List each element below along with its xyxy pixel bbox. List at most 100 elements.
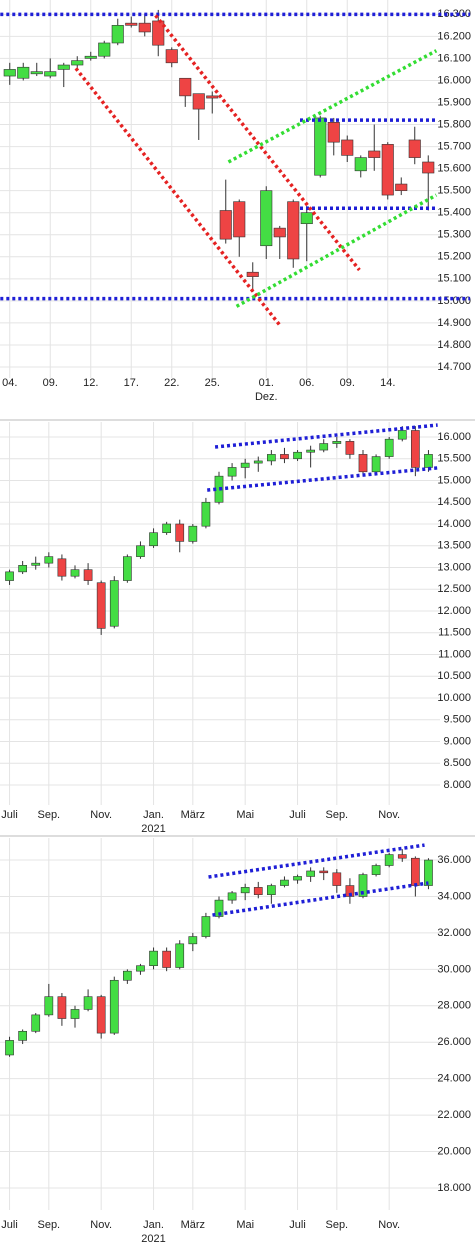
candle-body <box>83 569 93 581</box>
x-tick-label: 09. <box>43 377 58 389</box>
x-tick-label: Juli <box>1 809 18 821</box>
y-tick-label: 16.000 <box>437 431 471 443</box>
y-tick-label: 16.200 <box>437 30 471 42</box>
candle-body <box>267 885 276 895</box>
candle-body <box>240 462 250 468</box>
candle-body <box>175 943 185 968</box>
candle-body <box>314 117 327 176</box>
candle-body <box>136 545 145 557</box>
candle-body <box>31 562 41 566</box>
candle-body <box>253 460 263 464</box>
y-tick-label: 15.300 <box>437 229 471 241</box>
candle-body <box>123 970 132 981</box>
candle-body <box>165 49 178 64</box>
candle-body <box>408 139 421 158</box>
candle-body <box>227 467 237 477</box>
candle-body <box>319 443 329 451</box>
y-tick-label: 26.000 <box>437 1036 471 1048</box>
candle-body <box>306 870 315 877</box>
x-tick-label: Sep. <box>37 1219 60 1231</box>
x-tick-label: Mai <box>236 809 254 821</box>
candle-body <box>345 441 355 455</box>
y-tick-label: 10.500 <box>437 670 471 682</box>
candle-body <box>233 201 246 238</box>
y-tick-label: 24.000 <box>437 1073 471 1085</box>
candle-body <box>397 430 407 440</box>
candle-body <box>397 854 407 859</box>
y-tick-label: 14.900 <box>437 317 471 329</box>
y-tick-label: 13.000 <box>437 561 471 573</box>
y-tick-label: 34.000 <box>437 890 471 902</box>
candle-body <box>214 899 224 917</box>
y-tick-label: 15.500 <box>437 185 471 197</box>
candle-body <box>70 1009 80 1019</box>
y-tick-label: 20.000 <box>437 1145 471 1157</box>
x-tick-label: Mai <box>236 1219 254 1231</box>
y-tick-label: 16.100 <box>437 52 471 64</box>
y-tick-label: 12.000 <box>437 605 471 617</box>
candle-body <box>57 64 70 70</box>
x-tick-label: 09. <box>340 377 355 389</box>
candle-body <box>422 161 435 174</box>
x-tick-label: 25. <box>205 377 220 389</box>
x-tick-label: Juli <box>289 809 306 821</box>
candle-body <box>18 1030 27 1041</box>
y-tick-label: 16.000 <box>437 74 471 86</box>
candle-body <box>319 870 329 874</box>
candle-body <box>138 22 151 33</box>
candle-body <box>354 157 367 172</box>
candle-body <box>175 523 185 542</box>
candle-body <box>3 69 16 77</box>
candle-body <box>206 95 219 99</box>
y-tick-label: 9.500 <box>443 714 471 726</box>
x-tick-label: Sep. <box>325 809 348 821</box>
candle-body <box>384 438 394 457</box>
x-tick-label: Nov. <box>378 809 400 821</box>
candle-body <box>109 580 119 627</box>
y-tick-label: 12.500 <box>437 583 471 595</box>
candle-body <box>358 874 368 897</box>
trend-line <box>212 881 429 917</box>
trend-line <box>207 466 438 492</box>
y-tick-label: 36.000 <box>437 854 471 866</box>
x-tick-label: Juli <box>289 1219 306 1231</box>
candle-body <box>267 454 276 462</box>
y-tick-label: 15.800 <box>437 118 471 130</box>
candle-body <box>240 887 250 894</box>
candle-body <box>260 190 273 247</box>
candle-body <box>136 965 145 972</box>
candle-body <box>109 979 119 1034</box>
x-tick-label: 17. <box>124 377 139 389</box>
y-tick-label: 15.500 <box>437 453 471 465</box>
y-tick-label: 14.800 <box>437 339 471 351</box>
candle-body <box>424 859 433 886</box>
candle-body <box>188 525 198 542</box>
y-tick-label: 8.000 <box>443 779 471 791</box>
x-tick-label: 12. <box>83 377 98 389</box>
candle-body <box>300 212 313 225</box>
candle-body <box>424 454 433 468</box>
y-tick-label: 15.200 <box>437 251 471 263</box>
candle-body <box>246 271 259 277</box>
candle-body <box>96 582 106 629</box>
candle-body <box>57 996 67 1019</box>
y-tick-label: 15.700 <box>437 140 471 152</box>
candle-body <box>111 25 124 44</box>
x-tick-label: Nov. <box>378 1219 400 1231</box>
candle-body <box>273 227 286 238</box>
y-tick-label: 15.100 <box>437 273 471 285</box>
candle-body <box>98 42 111 57</box>
candle-body <box>123 556 132 581</box>
candle-body <box>332 441 342 444</box>
candle-body <box>395 183 408 191</box>
trend-line <box>154 14 361 272</box>
candle-body <box>125 22 138 26</box>
candle-body <box>31 1014 41 1032</box>
candle-body <box>293 451 302 460</box>
candle-body <box>219 210 232 240</box>
candle-body <box>287 201 300 260</box>
y-tick-label: 14.500 <box>437 496 471 508</box>
candle-body <box>71 60 84 66</box>
y-tick-label: 16.300 <box>437 8 471 20</box>
candle-body <box>17 66 30 79</box>
